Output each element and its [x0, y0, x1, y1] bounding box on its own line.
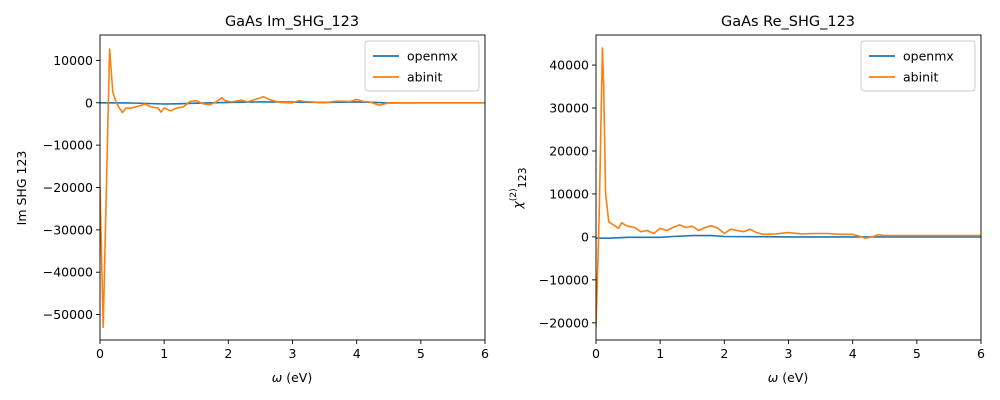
y-tick-label: 0	[581, 229, 589, 244]
legend-box	[364, 40, 480, 92]
x-tick-label: 1	[160, 346, 168, 361]
series-line-abinit	[100, 48, 485, 329]
svg-text:χ(2)123: χ(2)123	[509, 167, 529, 209]
x-axis-symbol: ω	[272, 370, 282, 385]
y-axis-subscript: 123	[516, 167, 529, 188]
x-axis-label: ω (eV)	[272, 370, 312, 385]
y-tick-label: −20000	[43, 180, 93, 195]
chart-title: GaAs Im_SHG_123	[225, 14, 359, 30]
legend-label-abinit: abinit	[407, 70, 442, 85]
x-tick-label: 0	[96, 346, 104, 361]
x-axis-symbol: ω	[768, 370, 778, 385]
y-axis-label: χ(2)123	[509, 167, 529, 209]
y-axis-superscript: (2)	[509, 188, 519, 201]
x-tick-label: 5	[913, 346, 921, 361]
x-tick-label: 6	[977, 346, 985, 361]
x-tick-label: 2	[720, 346, 728, 361]
x-axis-label: ω (eV)	[768, 370, 808, 385]
y-tick-label: −20000	[539, 315, 589, 330]
y-tick-label: 10000	[549, 186, 589, 201]
series-line-abinit	[596, 47, 981, 328]
x-axis-unit: (eV)	[282, 370, 312, 385]
chart-title: GaAs Re_SHG_123	[721, 14, 855, 30]
y-tick-label: −40000	[43, 265, 93, 280]
legend: openmx abinit	[364, 40, 480, 92]
im-shg-panel: GaAs Im_SHG_123 0 1 2 3 4 5 6 −50000 −40000 −3000…	[14, 14, 489, 385]
y-tick-label: −10000	[43, 138, 93, 153]
y-tick-label: −30000	[43, 222, 93, 237]
x-tick-label: 4	[353, 346, 361, 361]
plot-area: 0 1 2 3 4 5 6 −20000 −10000 0 10000 20000 30000 40000…	[539, 34, 985, 361]
x-tick-label: 2	[224, 346, 232, 361]
x-tick-label: 3	[289, 346, 297, 361]
x-tick-label: 0	[592, 346, 600, 361]
plot-area: 0 1 2 3 4 5 6 −50000 −40000 −30000 −20000 −10000 0 10…	[43, 34, 489, 361]
x-tick-label: 1	[656, 346, 664, 361]
y-axis-symbol: χ	[510, 201, 525, 210]
x-tick-label: 6	[481, 346, 489, 361]
y-tick-label: 40000	[549, 58, 589, 73]
y-tick-label: −10000	[539, 272, 589, 287]
series-line-openmx	[596, 234, 981, 239]
y-axis-label: Im SHG 123	[14, 151, 29, 226]
x-tick-label: 4	[849, 346, 857, 361]
legend: openmx abinit	[860, 40, 976, 92]
y-tick-label: 20000	[549, 143, 589, 158]
legend-box	[860, 40, 976, 92]
x-axis-unit: (eV)	[778, 370, 808, 385]
y-tick-label: −50000	[43, 307, 93, 322]
legend-label-openmx: openmx	[903, 49, 954, 64]
re-shg-panel: GaAs Re_SHG_123 0 1 2 3 4 5 6−20000−1000001000…	[509, 14, 985, 385]
x-tick-label: 3	[785, 346, 793, 361]
legend-label-openmx: openmx	[407, 49, 458, 64]
y-tick-label: 10000	[53, 53, 93, 68]
legend-label-abinit: abinit	[903, 70, 938, 85]
y-tick-label: 0	[85, 95, 93, 110]
x-tick-label: 5	[417, 346, 425, 361]
y-tick-label: 30000	[549, 101, 589, 116]
